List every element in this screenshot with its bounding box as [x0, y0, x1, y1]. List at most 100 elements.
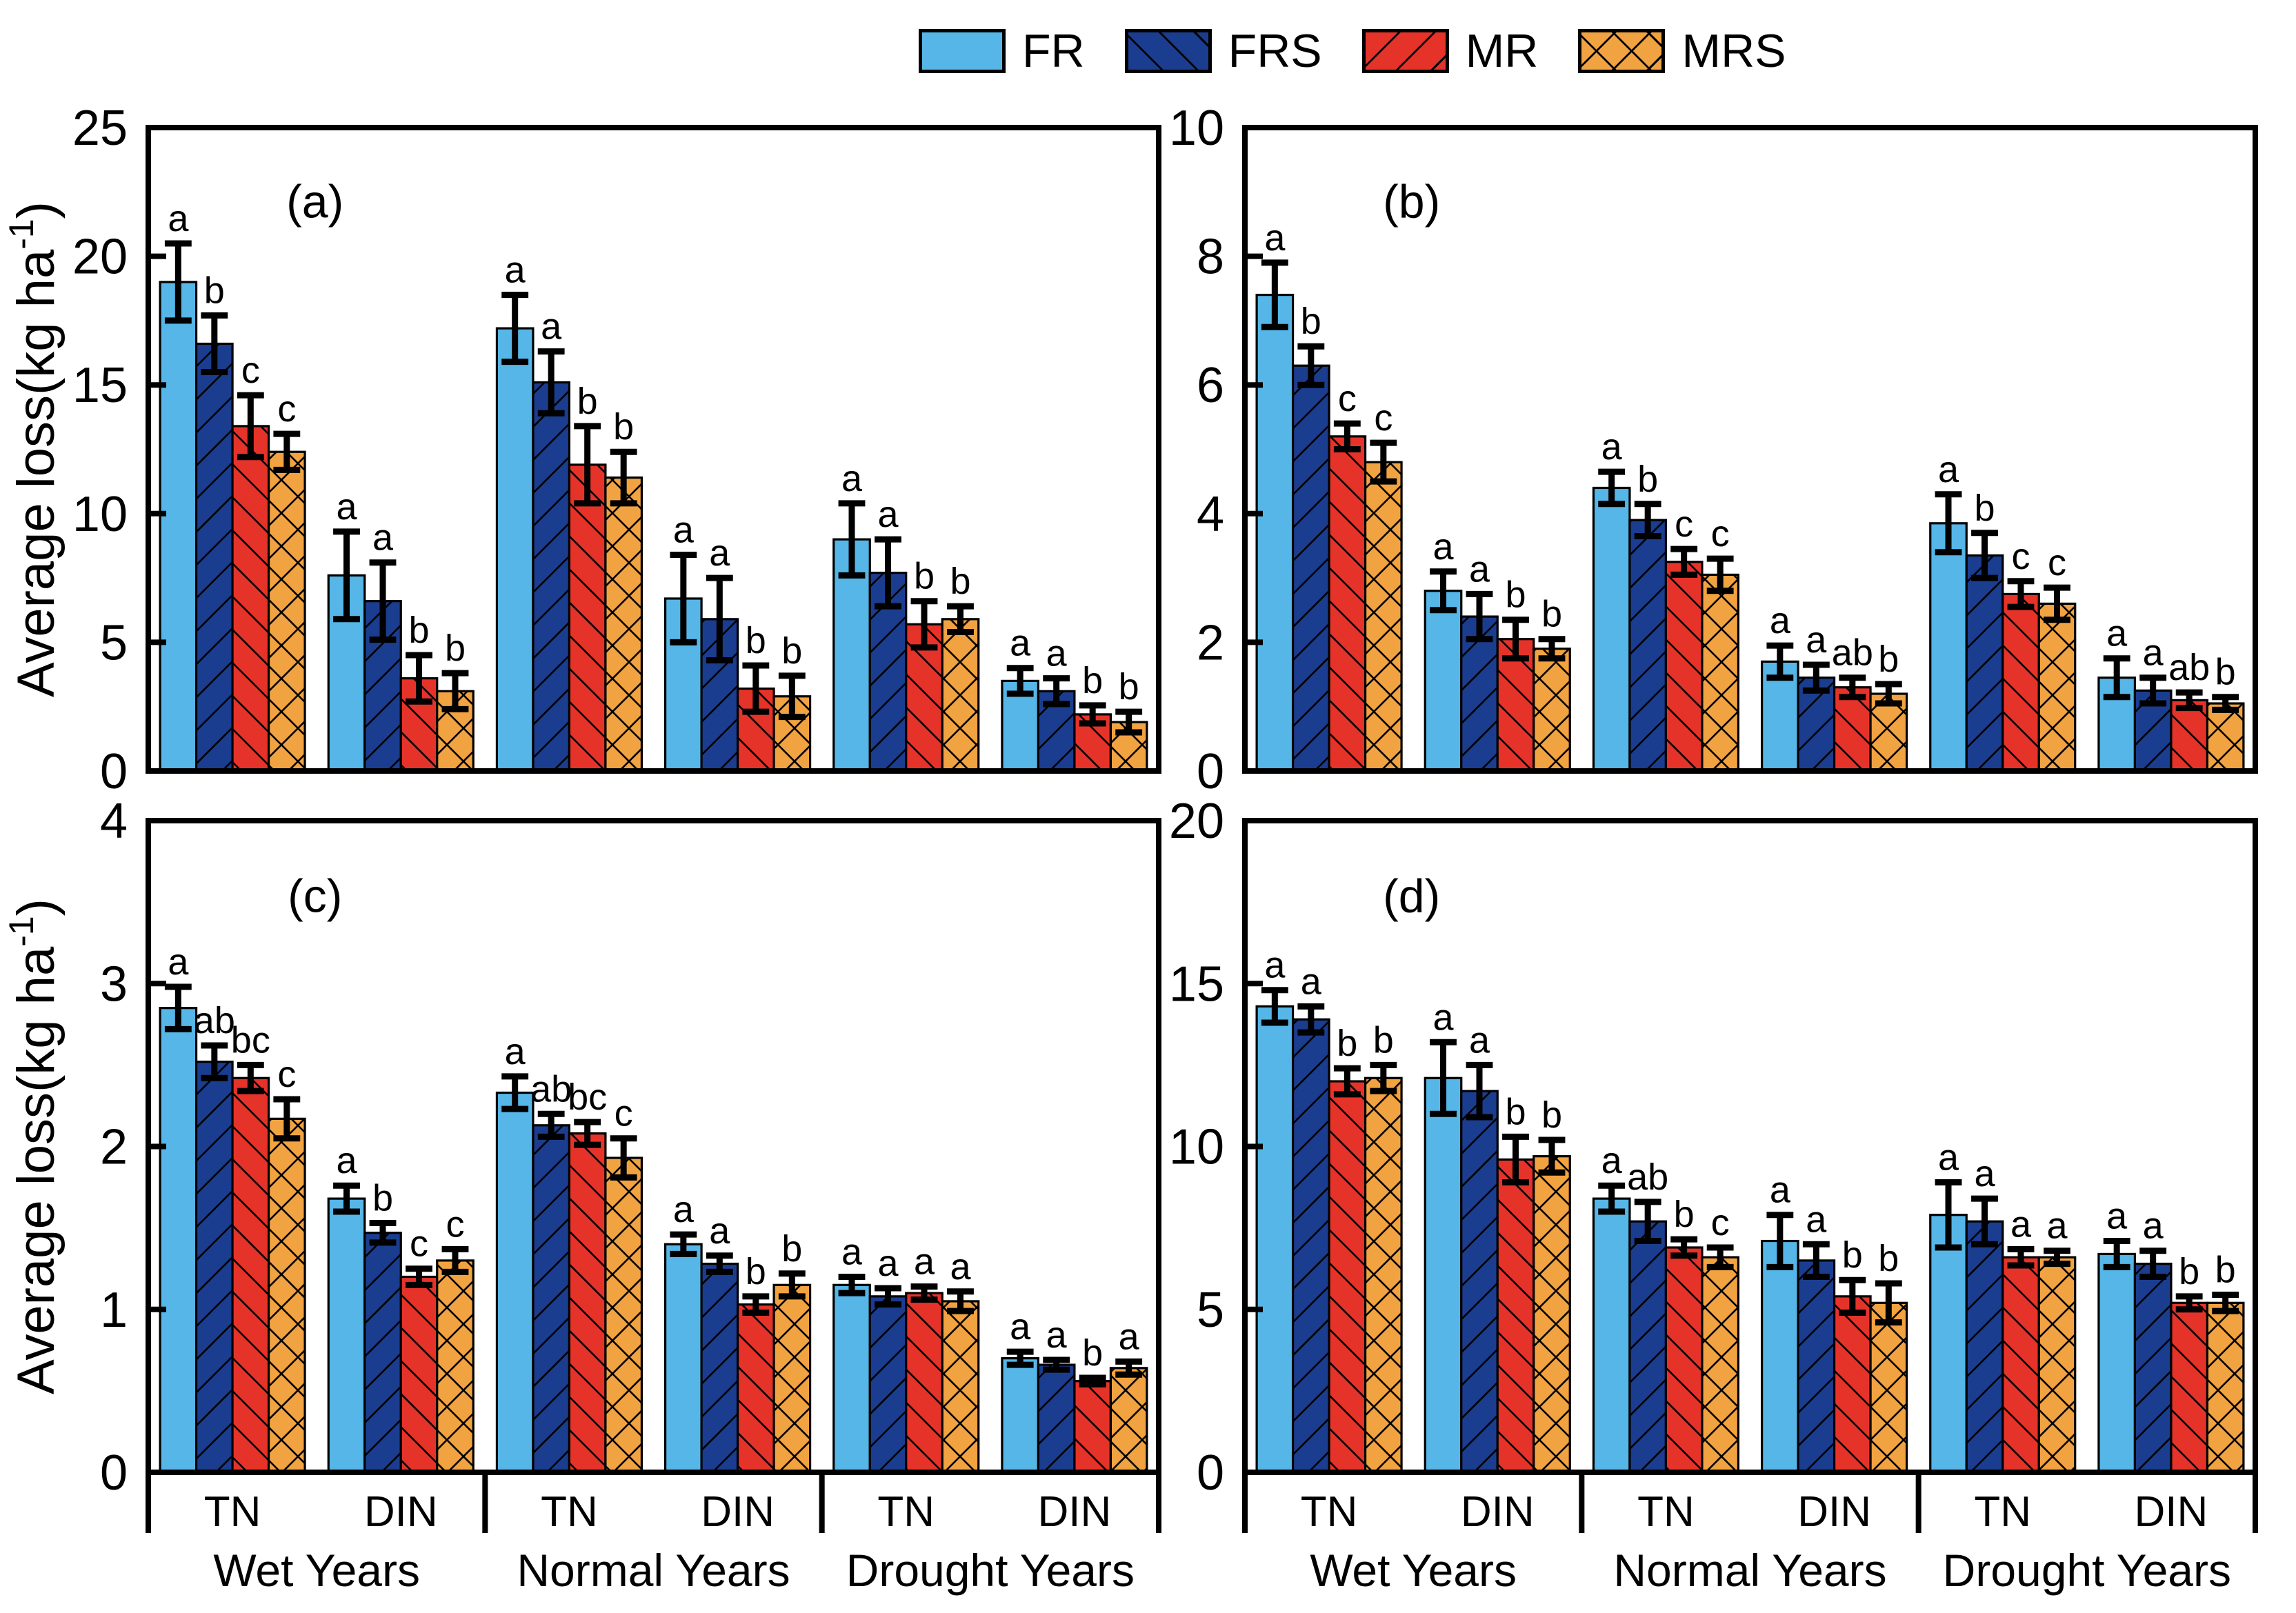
- significance-letter: b: [1541, 594, 1562, 635]
- significance-letter: c: [1675, 503, 1693, 545]
- y-tick-label: 5: [100, 615, 128, 670]
- bar-fr: [1930, 523, 1967, 771]
- legend-label-mrs: MRS: [1681, 25, 1786, 77]
- legend-swatch-frs-icon: [1124, 29, 1212, 73]
- significance-letter: a: [1601, 426, 1623, 468]
- significance-letter: a: [168, 198, 189, 239]
- y-axis-title: Average loss(kg ha-1): [2, 899, 66, 1394]
- legend-label-mr: MR: [1465, 25, 1539, 77]
- y-tick-label: 20: [72, 230, 128, 285]
- bar-fr: [1593, 1199, 1630, 1472]
- significance-letter: a: [709, 532, 730, 574]
- significance-letter: b: [1974, 488, 1995, 529]
- x-section-label: Wet Years: [1310, 1545, 1517, 1596]
- significance-letter: a: [2106, 1196, 2128, 1237]
- significance-letter: a: [950, 1246, 971, 1288]
- x-group-label: DIN: [701, 1488, 775, 1536]
- significance-letter: a: [1046, 633, 1068, 674]
- axes-frame: [1242, 125, 2258, 774]
- y-tick-label: 2: [100, 1120, 128, 1175]
- y-tick-label: 1: [100, 1283, 128, 1338]
- significance-letter: b: [445, 628, 466, 669]
- significance-letter: a: [1806, 619, 1827, 661]
- y-tick-label: 2: [1197, 615, 1224, 670]
- significance-letter: b: [613, 406, 634, 448]
- significance-letter: b: [781, 1228, 802, 1270]
- bar-fr: [833, 1285, 870, 1472]
- significance-letter: b: [2215, 1249, 2236, 1290]
- x-group-label: DIN: [1038, 1488, 1112, 1536]
- significance-letter: c: [2011, 536, 2030, 577]
- legend-item-mrs: MRS: [1578, 28, 1786, 74]
- legend-item-fr: FR: [919, 28, 1085, 74]
- bar-fr: [160, 281, 197, 771]
- significance-letter: ab: [1832, 632, 1873, 674]
- panel-label: (a): [286, 176, 343, 228]
- significance-letter: a: [841, 1232, 863, 1273]
- bar-fr: [497, 328, 533, 771]
- significance-letter: b: [746, 1251, 766, 1292]
- legend-swatch-mr-icon: [1361, 29, 1449, 73]
- panel-label: (c): [288, 870, 342, 922]
- y-tick-label: 6: [1197, 358, 1224, 413]
- significance-letter: bc: [568, 1076, 607, 1118]
- significance-letter: bc: [231, 1019, 270, 1061]
- bar-fr: [160, 1008, 197, 1472]
- significance-letter: a: [673, 1189, 695, 1230]
- significance-letter: b: [1373, 1019, 1394, 1061]
- significance-letter: a: [914, 1241, 935, 1283]
- significance-letter: ab: [1627, 1156, 1668, 1198]
- y-tick-label: 15: [1169, 956, 1224, 1012]
- significance-letter: a: [673, 510, 695, 551]
- significance-letter: a: [1469, 548, 1490, 590]
- bar-fr: [1001, 1358, 1039, 1472]
- axes-frame: [146, 125, 1161, 774]
- significance-letter: a: [877, 1243, 899, 1284]
- significance-letter: a: [1264, 217, 1286, 259]
- x-group-label: TN: [1301, 1488, 1358, 1536]
- legend-label-fr: FR: [1022, 25, 1085, 77]
- significance-letter: a: [1938, 449, 1959, 490]
- significance-letter: b: [1301, 301, 1321, 342]
- significance-letter: b: [1878, 1238, 1899, 1279]
- x-group-label: TN: [541, 1488, 598, 1536]
- significance-letter: ab: [2168, 647, 2210, 688]
- significance-letter: c: [277, 1054, 296, 1095]
- significance-letter: b: [1637, 459, 1658, 500]
- significance-letter: a: [168, 941, 189, 983]
- significance-letter: b: [2179, 1251, 2199, 1292]
- y-tick-label: 0: [1197, 744, 1224, 799]
- significance-letter: b: [914, 556, 935, 597]
- y-tick-label: 0: [1197, 1445, 1224, 1501]
- significance-letter: a: [1432, 996, 1454, 1038]
- significance-letter: c: [2048, 542, 2066, 583]
- significance-letter: c: [1711, 513, 1730, 554]
- significance-letter: b: [1878, 639, 1899, 680]
- panel-label: (d): [1383, 870, 1440, 922]
- x-section-label: Normal Years: [1613, 1545, 1886, 1596]
- panel-label: (b): [1383, 176, 1440, 228]
- bar-fr: [1930, 1214, 1967, 1472]
- y-tick-label: 10: [1169, 1120, 1224, 1175]
- significance-letter: a: [1806, 1199, 1827, 1240]
- legend-item-frs: FRS: [1124, 25, 1322, 77]
- bar-fr: [1425, 1078, 1461, 1472]
- bar-fr: [497, 1092, 533, 1472]
- significance-letter: b: [1119, 666, 1139, 708]
- y-tick-label: 8: [1197, 230, 1224, 285]
- x-section-label: Drought Years: [846, 1545, 1135, 1596]
- significance-letter: b: [2215, 652, 2236, 693]
- significance-letter: a: [1770, 1170, 1791, 1211]
- legend-label-frs: FRS: [1228, 25, 1322, 77]
- y-tick-label: 25: [72, 101, 128, 156]
- significance-letter: a: [541, 306, 562, 348]
- significance-letter: a: [1770, 600, 1791, 641]
- x-group-label: DIN: [1797, 1488, 1871, 1536]
- significance-letter: a: [505, 250, 526, 291]
- bar-fr: [1761, 1241, 1799, 1472]
- y-tick-label: 15: [72, 358, 128, 413]
- significance-letter: a: [1264, 945, 1286, 986]
